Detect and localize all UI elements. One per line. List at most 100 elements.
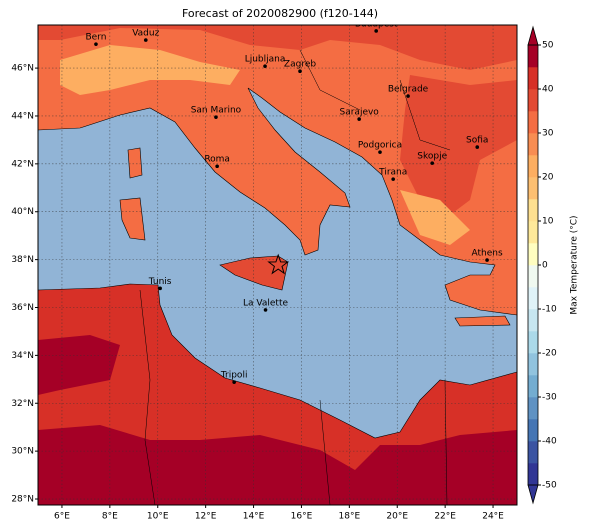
colorbar-tick-label: -20 xyxy=(542,349,557,359)
lon-tick-label: 16°E xyxy=(291,512,313,522)
lat-tick-label: 40°N xyxy=(11,207,34,217)
city-dot xyxy=(485,258,489,262)
location-star xyxy=(267,253,290,275)
colorbar-band xyxy=(528,353,538,376)
lat-tick-label: 44°N xyxy=(11,111,34,121)
city-dot xyxy=(357,117,361,121)
lat-tick-label: 46°N xyxy=(11,64,34,74)
city-label: San Marino xyxy=(191,106,242,116)
colorbar-band xyxy=(528,221,538,244)
alps-cool xyxy=(60,45,240,95)
city-label: Tunis xyxy=(148,277,172,287)
lon-tick-label: 10°E xyxy=(147,512,169,522)
colorbar-band xyxy=(528,199,538,222)
colorbar-band xyxy=(528,177,538,200)
colorbar-band xyxy=(528,243,538,266)
city-dot xyxy=(391,177,395,181)
colorbar-band xyxy=(528,309,538,332)
city-dot xyxy=(263,308,268,312)
colorbar-tick-label: 50 xyxy=(542,41,554,51)
colorbar-band xyxy=(528,89,538,112)
city-dot xyxy=(374,29,378,33)
sardinia xyxy=(119,197,146,241)
lat-tick-label: 36°N xyxy=(11,303,34,313)
colorbar-band xyxy=(528,111,538,134)
lat-tick-label: 38°N xyxy=(11,255,34,265)
corsica xyxy=(127,147,143,179)
colorbar-label: Max Temperature (°C) xyxy=(570,215,580,314)
colorbar-arrow-top xyxy=(527,25,539,46)
city-label: Bern xyxy=(85,33,106,43)
crete xyxy=(454,315,511,327)
lat-tick-label: 32°N xyxy=(11,399,34,409)
colorbar-tick-label: -30 xyxy=(542,393,557,403)
colorbar-tick-label: 0 xyxy=(542,261,548,271)
lon-tick-label: 14°E xyxy=(243,512,265,522)
balkan-warm xyxy=(400,75,517,215)
city-dot xyxy=(94,42,98,46)
city-label: Roma xyxy=(204,155,230,165)
city-dot xyxy=(263,64,267,68)
city-label: Tirana xyxy=(378,168,407,178)
africa-hot xyxy=(38,335,120,395)
city-label: Skopje xyxy=(417,152,447,162)
city-label: Tripoli xyxy=(220,371,248,381)
colorbar: -50 -40 -30 -20 -10 0 10 20 30 40 50 Max Temperatur… xyxy=(527,25,580,505)
city-label: Podgorica xyxy=(358,141,402,151)
city-dot xyxy=(215,164,219,169)
city-dot xyxy=(406,94,410,98)
greece-cool xyxy=(400,190,470,245)
colorbar-band xyxy=(528,155,538,178)
lon-tick-label: 20°E xyxy=(386,512,408,522)
city-label: La Valette xyxy=(243,298,288,308)
colorbar-band xyxy=(528,265,538,288)
lat-tick-label: 42°N xyxy=(11,159,34,169)
lon-tick-label: 22°E xyxy=(434,512,456,522)
city-label: Ljubljana xyxy=(245,55,286,65)
city-label: Zagreb xyxy=(284,60,316,70)
title: Forecast of 2020082900 (f120-144) xyxy=(182,7,378,20)
colorbar-band xyxy=(528,419,538,442)
city-dot xyxy=(214,115,218,119)
colorbar-band xyxy=(528,397,538,420)
city-dot xyxy=(298,69,302,74)
colorbar-band xyxy=(528,133,538,156)
lon-tick-label: 18°E xyxy=(339,512,361,522)
city-dot xyxy=(430,161,435,165)
city-dot xyxy=(158,286,162,291)
city-label: Budapest xyxy=(355,19,398,29)
city-label: Vaduz xyxy=(132,29,159,39)
colorbar-band xyxy=(528,331,538,354)
city-label: Sofia xyxy=(466,136,488,146)
city-dot xyxy=(143,38,148,42)
sicily xyxy=(219,255,289,291)
lon-tick-label: 8°E xyxy=(102,512,118,522)
colorbar-band xyxy=(528,463,538,486)
lon-tick-label: 12°E xyxy=(195,512,217,522)
colorbar-tick-label: -10 xyxy=(542,305,557,315)
lat-tick-label: 30°N xyxy=(11,447,34,457)
city-dot xyxy=(378,150,382,154)
city-label: Sarajevo xyxy=(340,108,380,118)
colorbar-arrow-bottom xyxy=(527,484,539,505)
colorbar-tick-label: 40 xyxy=(542,85,554,95)
colorbar-tick-label: 10 xyxy=(542,217,554,227)
city-dot xyxy=(232,380,236,384)
colorbar-band xyxy=(528,67,538,90)
colorbar-tick-label: 20 xyxy=(542,173,554,183)
colorbar-tick-label: -50 xyxy=(542,481,557,491)
map-frame xyxy=(37,24,518,506)
lon-tick-label: 24°E xyxy=(482,512,504,522)
city-dot xyxy=(475,145,480,149)
lon-tick-label: 6°E xyxy=(54,512,70,522)
lat-tick-label: 34°N xyxy=(11,351,34,361)
lat-tick-label: 28°N xyxy=(11,495,34,505)
colorbar-band xyxy=(528,287,538,310)
colorbar-band xyxy=(528,45,538,68)
colorbar-band xyxy=(528,441,538,464)
colorbar-tick-label: -40 xyxy=(542,437,557,447)
colorbar-band xyxy=(528,375,538,398)
